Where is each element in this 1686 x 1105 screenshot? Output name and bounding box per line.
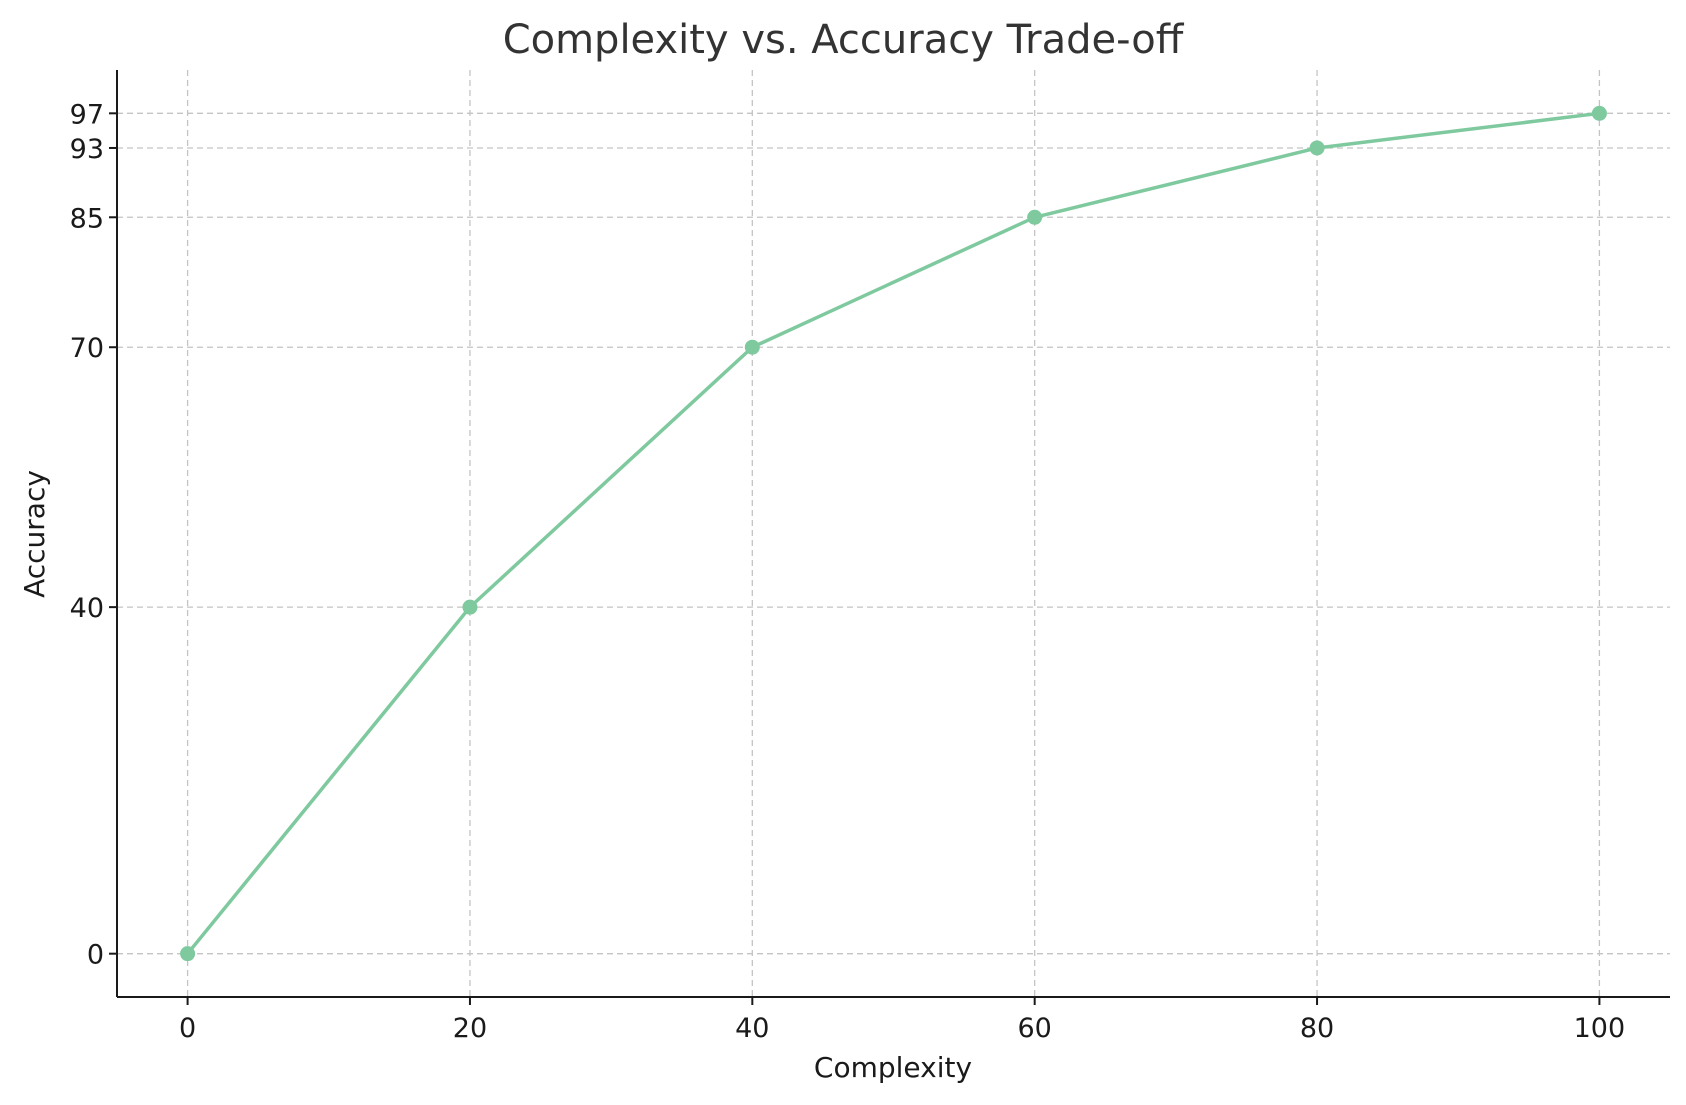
x-tick-label-0: 0 [179, 1013, 196, 1044]
chart-title: Complexity vs. Accuracy Trade-off [503, 17, 1185, 63]
data-point-2 [744, 339, 760, 355]
grid-lines [117, 70, 1670, 997]
data-point-4 [1309, 140, 1325, 156]
x-tick-label-3: 60 [1018, 1013, 1052, 1044]
x-tick-label-1: 20 [453, 1013, 487, 1044]
y-tick-label-0: 0 [87, 940, 104, 971]
data-point-1 [462, 599, 478, 615]
series-line-0 [185, 111, 1602, 956]
data-point-5 [1591, 105, 1607, 121]
data-point-0 [180, 946, 196, 962]
y-axis-label: Accuracy [18, 470, 51, 598]
x-tick-label-2: 40 [735, 1013, 769, 1044]
y-tick-label-2: 70 [70, 333, 104, 364]
y-tick-label-3: 85 [70, 203, 104, 234]
series [180, 105, 1607, 962]
data-point-3 [1027, 209, 1043, 225]
x-tick-label-4: 80 [1300, 1013, 1334, 1044]
x-axis-label: Complexity [814, 1051, 972, 1084]
tick-labels: 0 20 40 60 80 100 0 40 70 85 93 97 [70, 99, 1626, 1044]
y-tick-label-1: 40 [70, 593, 104, 624]
x-tick-label-5: 100 [1574, 1013, 1626, 1044]
y-tick-label-5: 97 [70, 99, 104, 130]
y-tick-label-4: 93 [70, 134, 104, 165]
axes [109, 70, 1670, 1005]
